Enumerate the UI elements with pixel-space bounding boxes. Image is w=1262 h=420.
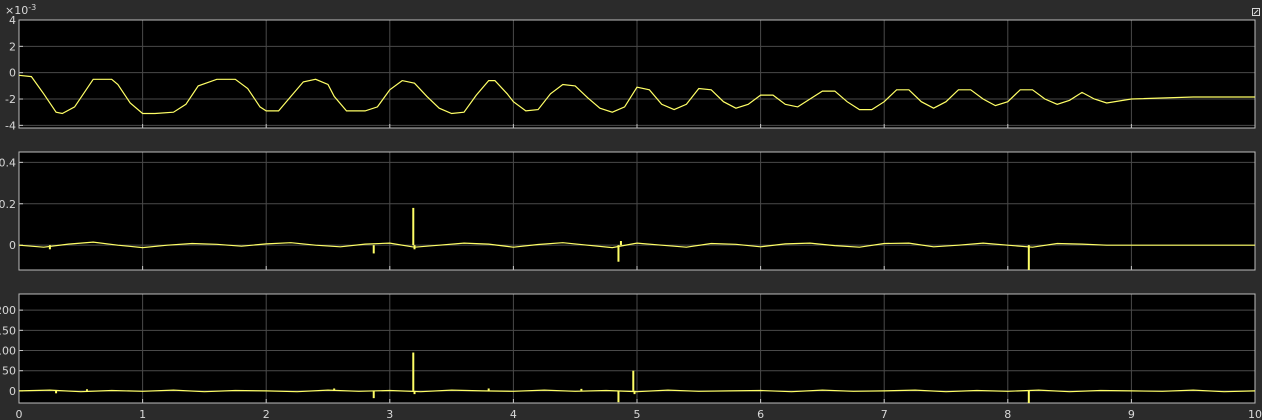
exponent-label: ×10-3 xyxy=(5,3,36,17)
y-tick-label: 0 xyxy=(9,67,16,80)
x-tick-label: 9 xyxy=(1128,408,1135,420)
x-tick-label: 2 xyxy=(263,408,270,420)
y-tick-label: 200 xyxy=(0,304,16,317)
x-tick-label: 7 xyxy=(881,408,888,420)
series-line-signal-2 xyxy=(18,241,1255,249)
axes-2: 0.4 0.2 0 xyxy=(0,151,1256,271)
y-tick-label: 150 xyxy=(0,324,16,337)
y-tick-label: -4 xyxy=(5,119,16,132)
y-tick-label: 0 xyxy=(9,385,16,398)
y-tick-label: 0.2 xyxy=(0,198,16,211)
expand-icon[interactable] xyxy=(1252,1,1260,16)
x-tick-label: 1 xyxy=(139,408,146,420)
axes-1: 4 2 0 -2 -4 ×10-3 xyxy=(5,3,1256,132)
axes-box xyxy=(18,293,1256,404)
y-tick-label: 2 xyxy=(9,40,16,53)
x-tick-label: 5 xyxy=(634,408,641,420)
y-tick-label: 0 xyxy=(9,239,16,252)
axes-3: 200 150 100 50 00 1 2 3 4 5 6 7 8 9 10 xyxy=(0,293,1262,420)
y-tick-label: 100 xyxy=(0,345,16,358)
y-tick-label: 4 xyxy=(9,14,16,27)
axes-box xyxy=(18,19,1256,129)
x-tick-label: 6 xyxy=(757,408,764,420)
y-tick-label: 50 xyxy=(2,365,16,378)
x-tick-label: 10 xyxy=(1248,408,1262,420)
series-line-signal-3 xyxy=(18,389,1256,393)
axes-box xyxy=(18,151,1256,271)
series-line-signal-1 xyxy=(18,74,1255,115)
y-tick-label: -2 xyxy=(5,93,16,106)
x-tick-label: 8 xyxy=(1004,408,1011,420)
x-tick-label: 4 xyxy=(510,408,517,420)
y-tick-label: 0.4 xyxy=(0,156,16,169)
x-tick-label: 0 xyxy=(16,408,23,420)
x-tick-label: 3 xyxy=(386,408,393,420)
